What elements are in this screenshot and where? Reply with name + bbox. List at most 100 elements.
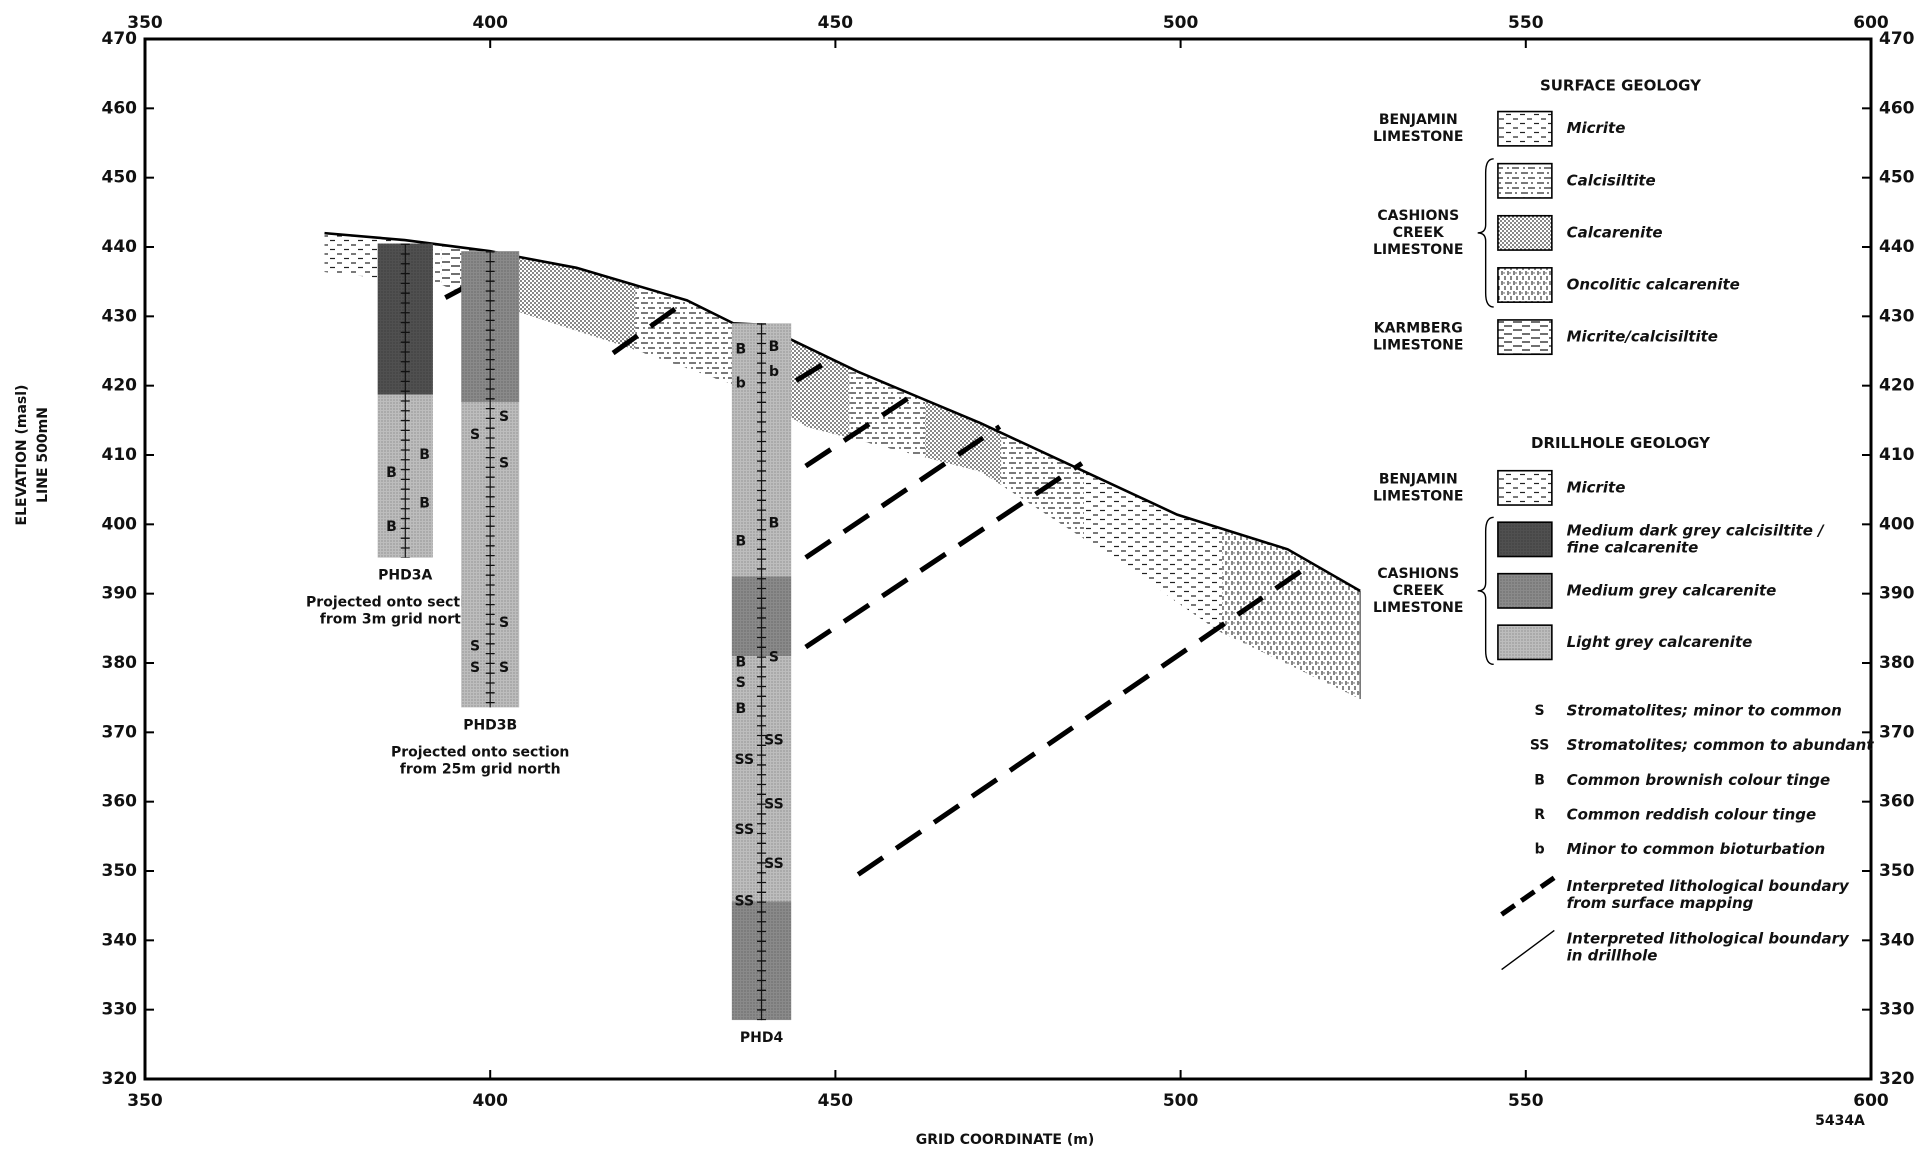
legend-label: Micrite/calcisiltite bbox=[1567, 328, 1718, 346]
drillhole-symbol: SS bbox=[734, 822, 754, 838]
x-tick-label-top: 400 bbox=[472, 13, 508, 33]
legend-title: DRILLHOLE GEOLOGY bbox=[1531, 434, 1711, 452]
legend-line bbox=[1500, 875, 1556, 917]
legend-label: Minor to common bioturbation bbox=[1567, 840, 1826, 858]
plot-frame bbox=[143, 37, 1873, 1081]
y-tick-label-right: 360 bbox=[1879, 792, 1915, 812]
drillhole-symbol: S bbox=[736, 675, 746, 691]
y-tick-label-right: 460 bbox=[1879, 98, 1915, 118]
drillhole-symbol: B bbox=[419, 496, 430, 512]
legend-label: fine calcarenite bbox=[1567, 538, 1699, 556]
interpreted-boundary bbox=[804, 424, 1002, 560]
y-tick-label-right: 370 bbox=[1879, 722, 1915, 742]
y-tick-label: 470 bbox=[102, 29, 138, 49]
interpreted-boundary bbox=[804, 461, 1084, 650]
legend-group: CASHIONS bbox=[1377, 566, 1459, 582]
drillhole-note: from 25m grid north bbox=[400, 761, 561, 777]
drillhole-symbol: S bbox=[470, 427, 480, 443]
legend-label: Interpreted lithological boundary bbox=[1567, 877, 1850, 895]
drillhole-symbol: b bbox=[769, 364, 779, 380]
legend-group: BENJAMIN bbox=[1379, 471, 1458, 487]
legend-group: LIMESTONE bbox=[1373, 242, 1463, 258]
legend-swatch bbox=[1497, 267, 1553, 303]
legend-group: LIMESTONE bbox=[1373, 600, 1463, 616]
legend-group: CREEK bbox=[1393, 583, 1445, 599]
surface-unit bbox=[635, 285, 739, 388]
legend-label: Medium dark grey calcisiltite / bbox=[1567, 521, 1826, 539]
y-tick-label: 390 bbox=[102, 584, 138, 604]
y-tick-label: 440 bbox=[102, 237, 138, 257]
legend-label: Stromatolites; minor to common bbox=[1567, 701, 1842, 719]
legend-line bbox=[1501, 929, 1555, 971]
drillhole-symbol: b bbox=[736, 376, 746, 392]
legend-label: Calcisiltite bbox=[1567, 171, 1656, 189]
y-tick-label: 320 bbox=[102, 1069, 138, 1089]
drillhole-symbol: SS bbox=[734, 752, 754, 768]
legend-swatch bbox=[1497, 469, 1553, 506]
y-tick-label-right: 340 bbox=[1879, 930, 1915, 950]
legend-swatch-stipple bbox=[1497, 573, 1552, 608]
legend-label: Oncolitic calcarenite bbox=[1567, 275, 1740, 293]
legend-group: LIMESTONE bbox=[1373, 488, 1463, 504]
y-tick-label-right: 420 bbox=[1879, 376, 1915, 396]
legend-label: Micrite bbox=[1567, 478, 1626, 496]
drillhole-symbol: SS bbox=[764, 856, 784, 872]
y-tick-label: 330 bbox=[102, 1000, 138, 1020]
drillhole-symbol: S bbox=[470, 660, 480, 676]
legend-symbol: SS bbox=[1530, 738, 1550, 754]
y-tick-label-right: 440 bbox=[1879, 237, 1915, 257]
legend-label: Stromatolites; common to abundant bbox=[1567, 736, 1875, 754]
drillhole-symbol: S bbox=[470, 638, 480, 654]
legend-label: Light grey calcarenite bbox=[1567, 633, 1753, 651]
legend-group: KARMBERG bbox=[1374, 321, 1463, 337]
y-tick-label-right: 470 bbox=[1879, 29, 1915, 49]
y-tick-label: 410 bbox=[102, 445, 138, 465]
legend-label: in drillhole bbox=[1567, 947, 1658, 965]
x-tick-label-top: 550 bbox=[1508, 13, 1544, 33]
legend-symbol: R bbox=[1534, 807, 1545, 823]
surface-unit bbox=[1083, 471, 1223, 633]
interpreted-boundary bbox=[611, 298, 689, 356]
drillhole-symbol: B bbox=[735, 654, 746, 670]
drillhole-symbol: SS bbox=[734, 894, 754, 910]
legend-swatch bbox=[1497, 110, 1553, 147]
legend-label: from surface mapping bbox=[1567, 894, 1754, 912]
y-tick-label: 420 bbox=[102, 376, 138, 396]
drillhole-symbol: B bbox=[386, 465, 397, 481]
x-tick-label: 600 bbox=[1853, 1091, 1889, 1111]
drillhole-symbol: S bbox=[499, 455, 509, 471]
interpreted-boundary bbox=[856, 561, 1314, 877]
y-tick-label: 360 bbox=[102, 792, 138, 812]
drillhole-symbol: S bbox=[769, 649, 779, 665]
legend-label: Common reddish colour tinge bbox=[1567, 806, 1817, 824]
drillhole-symbol: B bbox=[735, 534, 746, 550]
legend-swatch-stipple bbox=[1497, 625, 1552, 660]
legend-label: Micrite bbox=[1567, 119, 1626, 137]
legend-label: Calcarenite bbox=[1567, 223, 1663, 241]
legend-group: CASHIONS bbox=[1377, 208, 1459, 224]
x-tick-label: 400 bbox=[472, 1091, 508, 1111]
legend-symbol: S bbox=[1535, 703, 1545, 719]
legend-brace bbox=[1477, 158, 1494, 308]
legend-group: LIMESTONE bbox=[1373, 338, 1463, 354]
y-tick-label-right: 450 bbox=[1879, 168, 1915, 188]
legend-label: Interpreted lithological boundary bbox=[1567, 930, 1850, 948]
drillhole-symbol: B bbox=[769, 339, 780, 355]
x-axis-label: GRID COORDINATE (m) bbox=[916, 1132, 1095, 1148]
legend-group: LIMESTONE bbox=[1373, 129, 1463, 145]
drillhole-symbol: B bbox=[386, 519, 397, 535]
drillhole-name: PHD3A bbox=[378, 568, 432, 584]
y-tick-label: 370 bbox=[102, 722, 138, 742]
x-tick-label: 450 bbox=[818, 1091, 854, 1111]
y-tick-label: 380 bbox=[102, 653, 138, 673]
y-tick-label: 400 bbox=[102, 514, 138, 534]
x-tick-label-top: 450 bbox=[818, 13, 854, 33]
drillhole-symbol: SS bbox=[764, 796, 784, 812]
interpreted-boundary bbox=[804, 392, 915, 469]
figure-id: 5434A bbox=[1815, 1113, 1865, 1129]
y-tick-label-right: 430 bbox=[1879, 306, 1915, 326]
x-tick-label-top: 500 bbox=[1163, 13, 1199, 33]
y-tick-label-right: 330 bbox=[1879, 1000, 1915, 1020]
drillhole-symbol: S bbox=[499, 615, 509, 631]
legend-group: CREEK bbox=[1393, 225, 1445, 241]
